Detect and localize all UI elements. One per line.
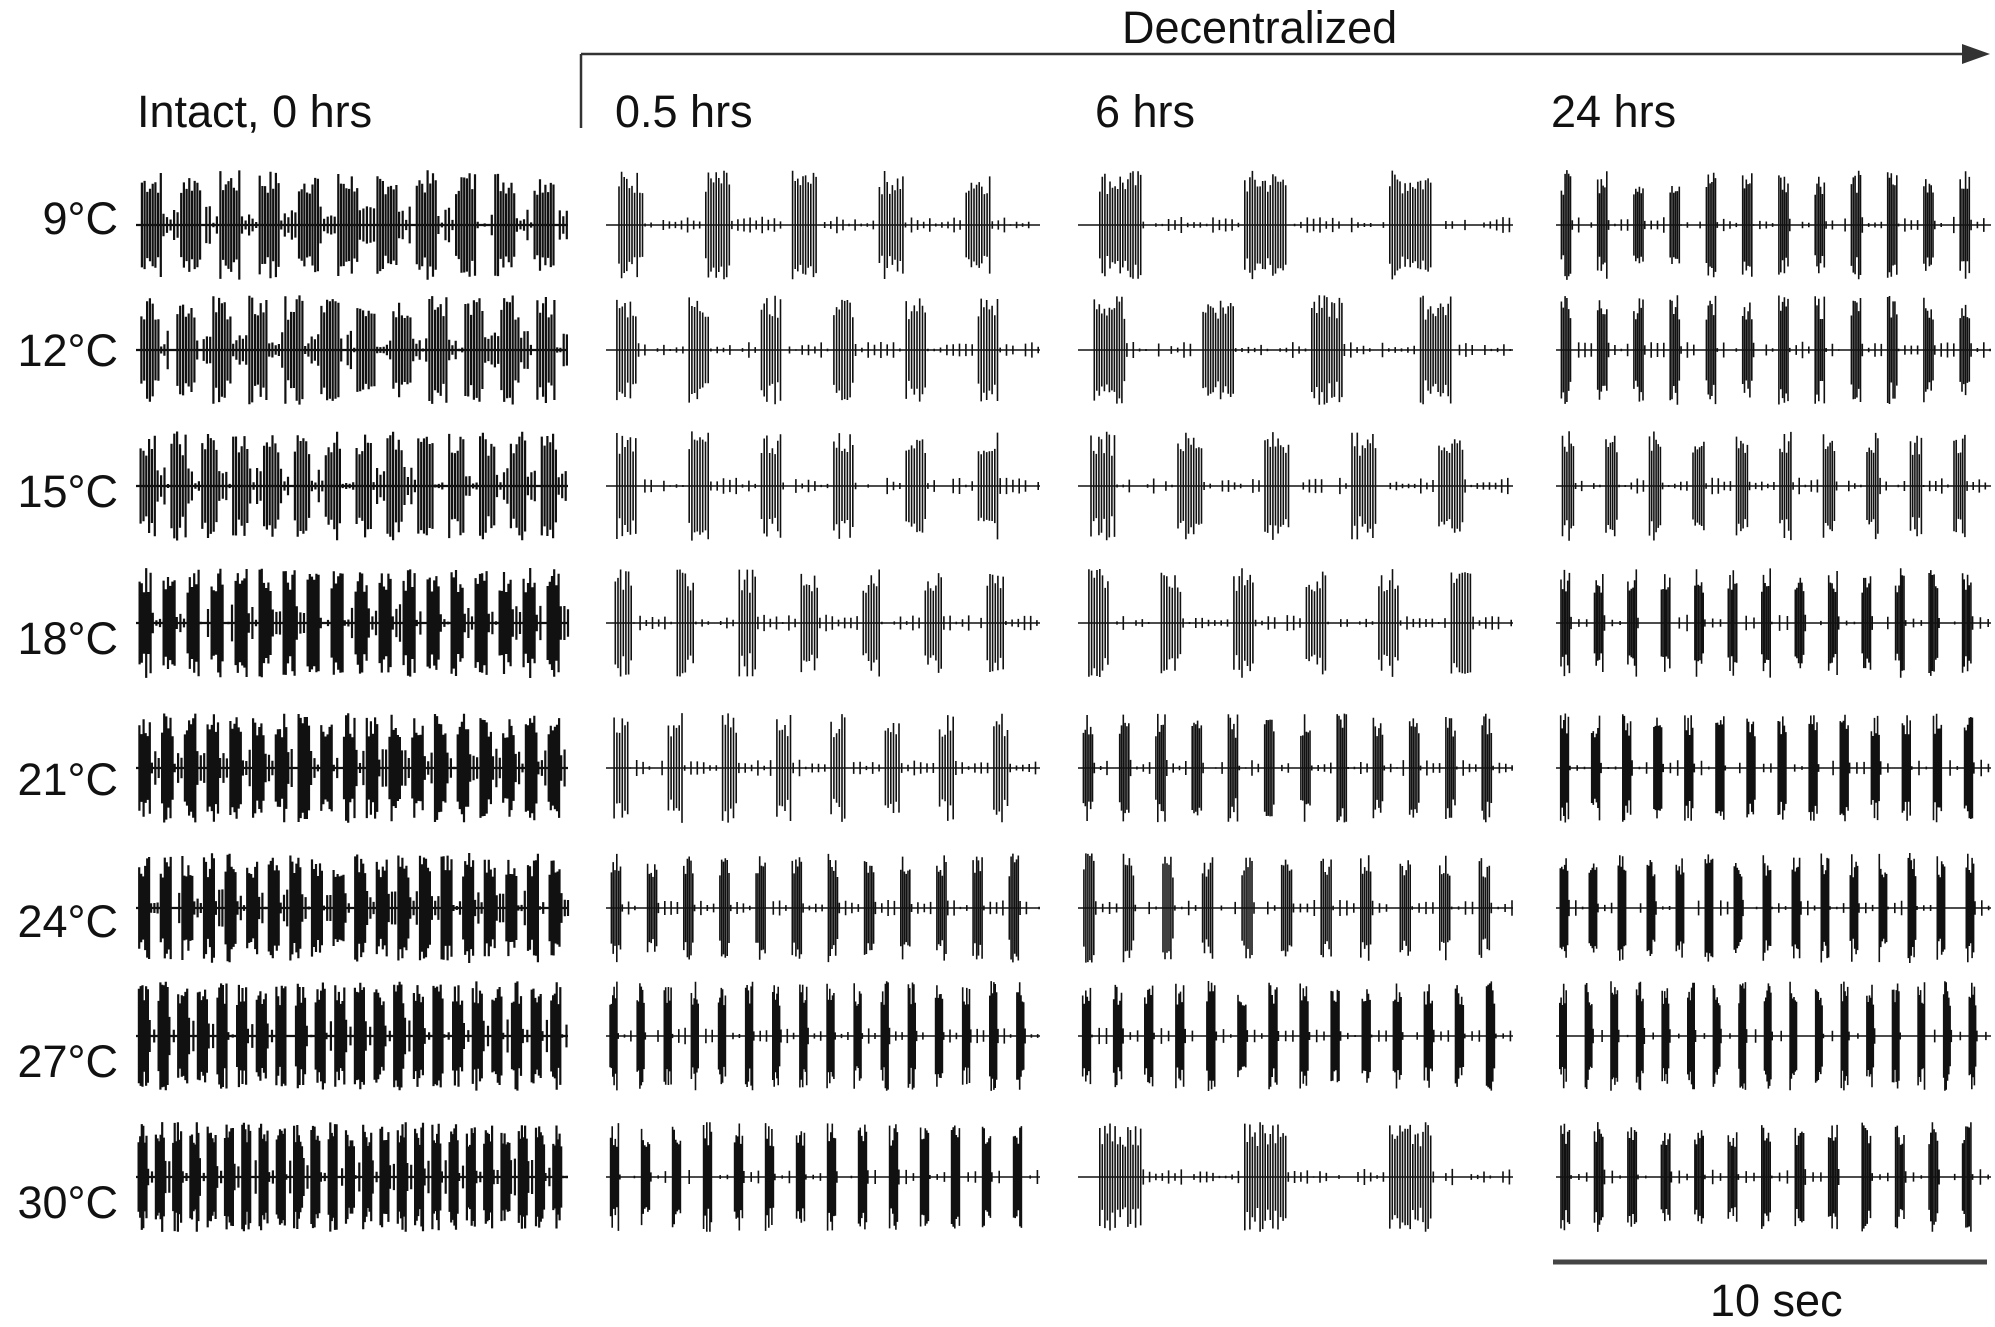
trace-row3-col0 bbox=[136, 568, 570, 678]
trace-row1-col2 bbox=[1078, 295, 1513, 405]
trace-row4-col2 bbox=[1078, 713, 1513, 823]
trace-row7-col3 bbox=[1556, 1122, 1991, 1232]
trace-row3-col2 bbox=[1078, 568, 1513, 678]
trace-row7-col0 bbox=[136, 1122, 568, 1232]
row-label-12c: 12°C bbox=[17, 325, 118, 376]
trace-row2-col2 bbox=[1078, 431, 1513, 541]
trace-row4-col1 bbox=[606, 713, 1040, 823]
row-label-9c: 9°C bbox=[42, 193, 118, 244]
trace-row4-col0 bbox=[136, 713, 568, 823]
column-title-intact: Intact, 0 hrs bbox=[137, 86, 373, 137]
row-label-24c: 24°C bbox=[17, 896, 118, 947]
row-label-27c: 27°C bbox=[17, 1036, 118, 1087]
row-label-30c: 30°C bbox=[17, 1177, 118, 1228]
trace-row6-col2 bbox=[1078, 981, 1513, 1091]
row-label-18c: 18°C bbox=[17, 613, 118, 664]
trace-row7-col2 bbox=[1078, 1122, 1513, 1232]
trace-row5-col2 bbox=[1078, 853, 1513, 963]
row-label-15c: 15°C bbox=[17, 466, 118, 517]
trace-row1-col1 bbox=[606, 295, 1040, 405]
trace-row6-col3 bbox=[1556, 981, 1991, 1091]
trace-row2-col3 bbox=[1556, 431, 1991, 541]
trace-row2-col1 bbox=[606, 431, 1040, 541]
trace-row3-col1 bbox=[606, 569, 1040, 677]
trace-row5-col0 bbox=[136, 853, 570, 963]
trace-row5-col1 bbox=[606, 853, 1040, 963]
trace-row0-col1 bbox=[606, 170, 1040, 280]
column-title-6-hrs: 6 hrs bbox=[1095, 86, 1196, 137]
trace-row7-col1 bbox=[606, 1122, 1040, 1232]
trace-row0-col2 bbox=[1078, 170, 1513, 280]
decentralized-arrow bbox=[579, 44, 1990, 128]
arrow-head bbox=[1962, 44, 1990, 64]
trace-group bbox=[136, 170, 1991, 1232]
trace-row0-col0 bbox=[136, 170, 568, 280]
column-title-24-hrs: 24 hrs bbox=[1551, 86, 1677, 137]
trace-row1-col0 bbox=[136, 295, 568, 405]
trace-row6-col0 bbox=[136, 981, 568, 1091]
trace-row4-col3 bbox=[1556, 713, 1991, 823]
column-title-0-5-hrs: 0.5 hrs bbox=[615, 86, 753, 137]
scale-bar-label: 10 sec bbox=[1710, 1275, 1843, 1326]
trace-row2-col0 bbox=[136, 431, 568, 541]
row-label-21c: 21°C bbox=[17, 754, 118, 805]
trace-row3-col3 bbox=[1556, 568, 1991, 678]
trace-row1-col3 bbox=[1556, 295, 1991, 405]
trace-row6-col1 bbox=[606, 981, 1040, 1091]
trace-row5-col3 bbox=[1556, 853, 1991, 963]
decentralized-label: Decentralized bbox=[1122, 2, 1398, 53]
trace-row0-col3 bbox=[1556, 170, 1991, 280]
